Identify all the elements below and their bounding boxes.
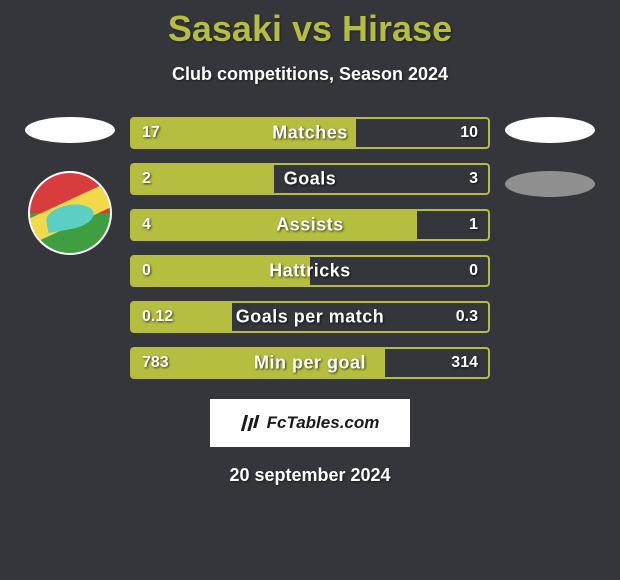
- date-line: 20 september 2024: [0, 465, 620, 486]
- stat-value-left: 783: [142, 354, 169, 372]
- stat-label: Assists: [276, 215, 344, 236]
- stat-value-right: 314: [451, 354, 478, 372]
- stat-value-right: 3: [469, 170, 478, 188]
- stat-value-left: 17: [142, 124, 160, 142]
- left-player-col: [10, 117, 130, 379]
- right-player-ellipse-top: [505, 117, 595, 143]
- right-player-col: [490, 117, 610, 379]
- stat-value-right: 0.3: [456, 308, 478, 326]
- stat-label: Goals: [284, 169, 337, 190]
- brand-logo-icon: [241, 413, 261, 433]
- left-player-ellipse: [25, 117, 115, 143]
- brand-text: FcTables.com: [267, 413, 380, 433]
- stat-value-left: 0: [142, 262, 151, 280]
- brand-badge: FcTables.com: [210, 399, 410, 447]
- stat-value-left: 4: [142, 216, 151, 234]
- stat-row: 0.12 0.3 Goals per match: [130, 301, 490, 333]
- stat-row: 17 10 Matches: [130, 117, 490, 149]
- stat-value-right: 0: [469, 262, 478, 280]
- stat-bar-left: [132, 211, 417, 239]
- stat-label: Min per goal: [254, 353, 366, 374]
- stat-row: 783 314 Min per goal: [130, 347, 490, 379]
- stat-value-left: 2: [142, 170, 151, 188]
- right-player-ellipse-bot: [505, 171, 595, 197]
- stat-row: 4 1 Assists: [130, 209, 490, 241]
- stat-row: 0 0 Hattricks: [130, 255, 490, 287]
- stat-value-left: 0.12: [142, 308, 173, 326]
- stat-label: Matches: [272, 123, 348, 144]
- left-team-badge-icon: [28, 171, 112, 255]
- content-row: 17 10 Matches 2 3 Goals 4 1 Assists 0 0 Hattricks 0.…: [0, 117, 620, 379]
- stats-column: 17 10 Matches 2 3 Goals 4 1 Assists 0 0 Hattricks 0.…: [130, 117, 490, 379]
- stat-bar-left: [132, 165, 274, 193]
- stat-label: Goals per match: [236, 307, 385, 328]
- stat-row: 2 3 Goals: [130, 163, 490, 195]
- page-title: Sasaki vs Hirase: [0, 0, 620, 50]
- stat-value-right: 10: [460, 124, 478, 142]
- stat-value-right: 1: [469, 216, 478, 234]
- subtitle: Club competitions, Season 2024: [0, 64, 620, 85]
- stat-label: Hattricks: [269, 261, 351, 282]
